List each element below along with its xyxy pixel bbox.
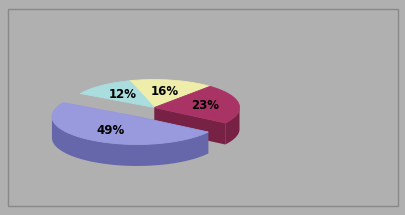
Polygon shape (52, 116, 208, 166)
Text: 12%: 12% (108, 88, 136, 101)
Text: 23%: 23% (190, 99, 218, 112)
Polygon shape (129, 80, 209, 108)
Polygon shape (52, 103, 208, 144)
Polygon shape (137, 117, 208, 154)
FancyBboxPatch shape (8, 9, 397, 206)
Text: 49%: 49% (96, 124, 124, 137)
Polygon shape (154, 86, 239, 123)
Polygon shape (225, 107, 239, 144)
Polygon shape (80, 81, 154, 108)
Polygon shape (154, 108, 225, 144)
Text: 16%: 16% (151, 84, 179, 98)
